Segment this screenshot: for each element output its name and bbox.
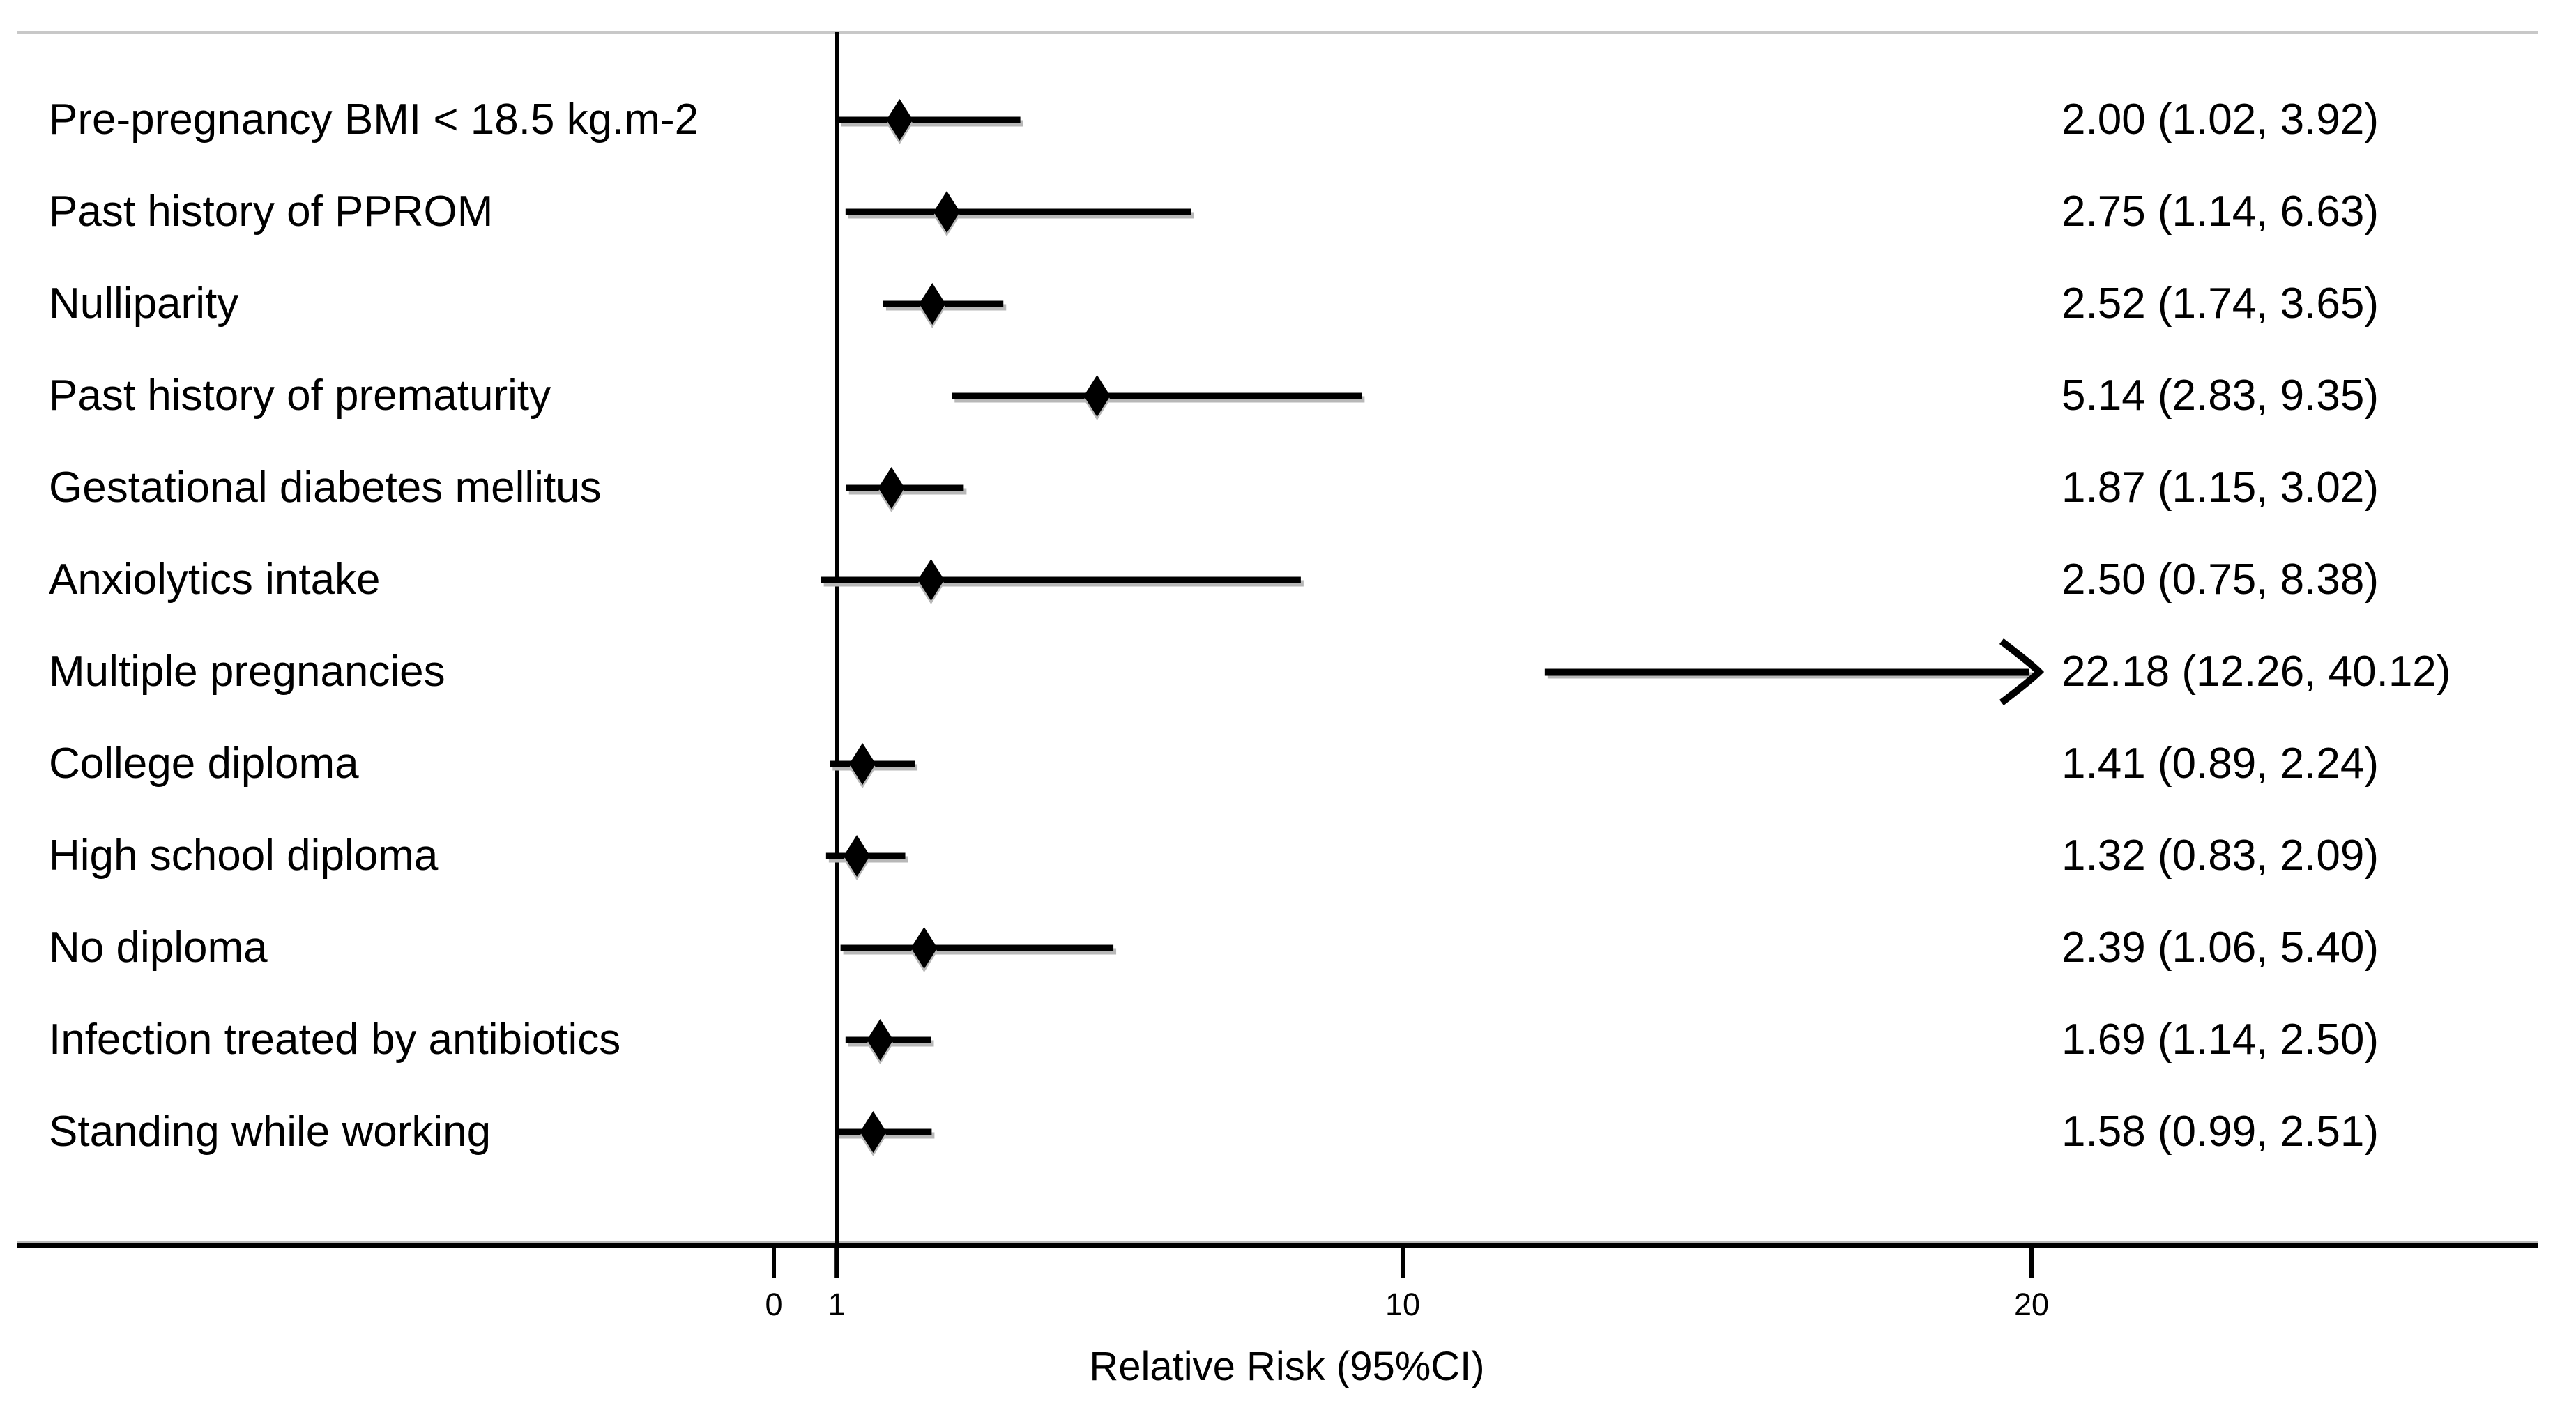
ci-line-shadow: [841, 120, 1023, 127]
tick-label: 20: [2013, 1287, 2050, 1322]
row-label: Nulliparity: [49, 279, 239, 328]
row-value: 1.69 (1.14, 2.50): [2061, 1016, 2379, 1064]
row-label: College diploma: [49, 740, 359, 788]
row-label: No diploma: [49, 924, 268, 972]
row-label: Past history of prematurity: [49, 372, 551, 420]
point-estimate-diamond: [878, 467, 905, 509]
row-label: Past history of PPROM: [49, 187, 494, 236]
point-estimate-diamond: [919, 283, 946, 325]
axis-tick: [772, 1247, 776, 1278]
row-value: 1.32 (0.83, 2.09): [2061, 832, 2379, 880]
point-estimate-diamond: [1083, 375, 1111, 417]
row-value: 2.39 (1.06, 5.40): [2061, 924, 2379, 972]
tick-label: 1: [828, 1287, 846, 1322]
ci-line-shadow: [848, 212, 1194, 219]
offscale-arrow-shaft: [1544, 668, 2029, 676]
axis-tick: [1401, 1247, 1405, 1278]
ci-line-shadow: [839, 1132, 935, 1139]
ci-line: [846, 484, 964, 491]
reference-line: [835, 32, 839, 1243]
row-label: Anxiolytics intake: [49, 556, 381, 604]
row-value: 1.87 (1.15, 3.02): [2061, 464, 2379, 512]
x-axis-line: [17, 1243, 2538, 1248]
row-label: Pre-pregnancy BMI < 18.5 kg.m-2: [49, 95, 699, 144]
point-estimate-diamond: [844, 835, 871, 877]
point-estimate-diamond: [933, 191, 961, 233]
ci-line: [821, 576, 1301, 583]
row-value: 2.52 (1.74, 3.65): [2061, 279, 2379, 328]
offscale-arrow-head: [1999, 638, 2045, 705]
row-value: 1.41 (0.89, 2.24): [2061, 740, 2379, 788]
row-value: 1.58 (0.99, 2.51): [2061, 1108, 2379, 1156]
ci-line: [845, 208, 1191, 215]
ci-line: [838, 116, 1021, 123]
top-border-line: [17, 31, 2538, 34]
row-label: High school diploma: [49, 832, 439, 880]
point-estimate-diamond: [849, 743, 876, 785]
row-label: Gestational diabetes mellitus: [49, 464, 602, 512]
ci-line-shadow: [823, 580, 1304, 587]
row-label: Infection treated by antibiotics: [49, 1016, 621, 1064]
ci-line: [952, 392, 1362, 399]
ci-line-shadow: [843, 948, 1117, 955]
row-value: 2.75 (1.14, 6.63): [2061, 187, 2379, 236]
point-estimate-diamond: [917, 559, 945, 601]
row-value: 5.14 (2.83, 9.35): [2061, 372, 2379, 420]
tick-label: 10: [1385, 1287, 1421, 1322]
axis-tick: [834, 1247, 839, 1278]
point-estimate-diamond: [886, 99, 913, 141]
point-estimate-diamond: [860, 1111, 887, 1153]
row-label: Standing while working: [49, 1108, 491, 1156]
point-estimate-diamond: [910, 927, 938, 969]
tick-label: 0: [765, 1287, 783, 1322]
ci-line-shadow: [885, 304, 1007, 311]
point-estimate-diamond: [867, 1019, 894, 1061]
ci-line-shadow: [848, 488, 967, 495]
axis-tick: [2029, 1247, 2034, 1278]
ci-line: [840, 944, 1114, 951]
row-label: Multiple pregnancies: [49, 648, 445, 696]
row-value: 22.18 (12.26, 40.12): [2061, 648, 2451, 696]
ci-line-shadow: [954, 396, 1365, 403]
row-value: 2.50 (0.75, 8.38): [2061, 556, 2379, 604]
x-axis-title: Relative Risk (95%CI): [1089, 1344, 1485, 1389]
x-axis-line-shadow: [17, 1241, 2538, 1243]
row-value: 2.00 (1.02, 3.92): [2061, 95, 2379, 144]
